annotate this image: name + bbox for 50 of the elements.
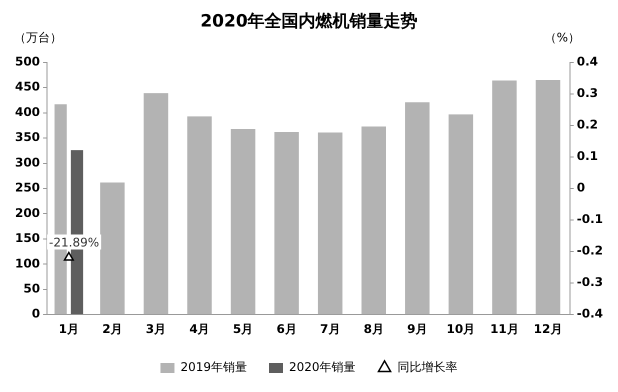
- x-tick-label: 3月: [146, 322, 166, 336]
- bar: [100, 182, 125, 314]
- y2-tick-label: 0: [576, 180, 586, 195]
- y-axis-title: （万台）: [14, 30, 62, 45]
- x-tick-label: 5月: [232, 322, 254, 336]
- x-tick-label: 10月: [446, 322, 476, 336]
- x-tick-label: 1月: [58, 322, 80, 336]
- y-tick-label: 450: [14, 80, 40, 94]
- y-tick-label: 200: [14, 206, 40, 220]
- chart-title: 2020年全国内燃机销量走势: [200, 12, 418, 32]
- y2-tick-label: 0.4: [576, 54, 598, 69]
- y-tick-label: 150: [14, 231, 40, 246]
- y2-tick-label: -0.3: [576, 275, 604, 290]
- y2-tick-label: -0.2: [576, 244, 604, 258]
- bar: [274, 132, 299, 314]
- x-tick-label: 11月: [490, 322, 519, 336]
- y-tick-label: 300: [14, 155, 40, 170]
- y-tick-label: 0: [32, 306, 40, 321]
- bar: [448, 114, 474, 314]
- y2-axis-title: （%）: [544, 30, 580, 45]
- y-tick-label: 350: [14, 130, 40, 144]
- x-tick-label: 4月: [189, 322, 210, 336]
- y-tick-label: 400: [14, 104, 40, 119]
- y2-tick-label: -0.1: [576, 212, 604, 226]
- y-tick-label: 50: [23, 282, 40, 296]
- bar: [144, 93, 168, 314]
- y2-tick-label: 0.2: [576, 118, 598, 132]
- y2-tick-label: 0.3: [576, 86, 598, 100]
- x-tick-label: 7月: [320, 322, 340, 336]
- data-label: -21.89%: [49, 236, 100, 250]
- legend-label: 2020年销量: [289, 360, 356, 374]
- bar: [318, 132, 342, 314]
- x-tick-label: 9月: [407, 322, 428, 336]
- y-tick-label: 250: [14, 180, 40, 195]
- bar: [536, 80, 560, 314]
- bar: [230, 128, 256, 314]
- bar: [492, 80, 517, 314]
- y-tick-label: 500: [14, 54, 40, 69]
- x-tick-label: 8月: [364, 322, 384, 336]
- bar: [405, 102, 430, 314]
- y-tick-label: 100: [14, 256, 40, 270]
- y2-tick-label: 0.1: [576, 149, 598, 164]
- x-tick-label: 12月: [534, 322, 562, 336]
- bar: [187, 116, 212, 314]
- legend-label: 2019年销量: [180, 360, 248, 374]
- legend-label: 同比增长率: [398, 360, 458, 374]
- y2-tick-label: -0.4: [576, 306, 604, 321]
- x-tick-label: 2月: [102, 322, 123, 336]
- x-tick-label: 6月: [276, 322, 297, 336]
- bar: [361, 126, 386, 314]
